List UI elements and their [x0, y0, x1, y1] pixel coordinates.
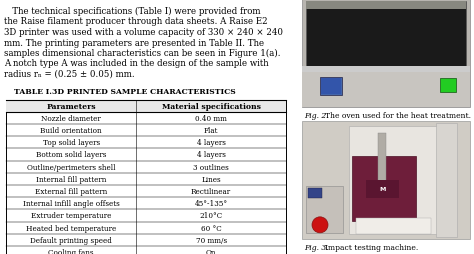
- Text: Outline/perimeters shell: Outline/perimeters shell: [27, 163, 115, 171]
- Text: M: M: [380, 186, 386, 191]
- Text: mm. The printing parameters are presented in Table II. The: mm. The printing parameters are presente…: [4, 38, 264, 47]
- Text: 60 °C: 60 °C: [201, 224, 221, 232]
- Text: Internal fill pattern: Internal fill pattern: [36, 175, 106, 183]
- Bar: [356, 218, 431, 234]
- Text: 210°C: 210°C: [200, 212, 223, 219]
- Text: On: On: [206, 248, 216, 254]
- Text: Bottom solid layers: Bottom solid layers: [36, 151, 106, 159]
- Text: Material specifications: Material specifications: [162, 102, 261, 110]
- Text: radius rₙ = (0.25 ± 0.05) mm.: radius rₙ = (0.25 ± 0.05) mm.: [4, 70, 135, 79]
- Text: Default printing speed: Default printing speed: [30, 236, 112, 244]
- Bar: [378, 133, 386, 192]
- Bar: [306, 186, 343, 233]
- Text: Build orientation: Build orientation: [40, 126, 102, 134]
- Text: Fig. 2.: Fig. 2.: [304, 112, 328, 120]
- Text: TABLE I.: TABLE I.: [14, 88, 52, 96]
- Bar: [349, 126, 441, 234]
- Text: Nozzle diameter: Nozzle diameter: [41, 114, 101, 122]
- Bar: [437, 123, 456, 237]
- Text: Rectilinear: Rectilinear: [191, 187, 231, 195]
- Text: Top solid layers: Top solid layers: [43, 139, 100, 147]
- Text: The technical specifications (Table I) were provided from: The technical specifications (Table I) w…: [4, 7, 261, 16]
- Text: the Raise filament producer through data sheets. A Raise E2: the Raise filament producer through data…: [4, 18, 268, 26]
- Text: Lines: Lines: [201, 175, 221, 183]
- Bar: [302, 121, 470, 239]
- Text: 70 mm/s: 70 mm/s: [196, 236, 227, 244]
- Text: Impact testing machine.: Impact testing machine.: [325, 243, 418, 251]
- Text: 3 outlines: 3 outlines: [193, 163, 229, 171]
- Bar: [366, 180, 400, 198]
- Bar: [440, 78, 456, 92]
- Text: Internal infill angle offsets: Internal infill angle offsets: [23, 199, 119, 207]
- Text: External fill pattern: External fill pattern: [35, 187, 107, 195]
- Text: samples dimensional characteristics can be seen in Figure 1(a).: samples dimensional characteristics can …: [4, 49, 281, 58]
- Text: 3D printer was used with a volume capacity of 330 × 240 × 240: 3D printer was used with a volume capaci…: [4, 28, 283, 37]
- Bar: [6, 100, 286, 254]
- Text: Fig. 3.: Fig. 3.: [304, 243, 328, 251]
- Text: 4 layers: 4 layers: [197, 139, 226, 147]
- Text: Flat: Flat: [204, 126, 219, 134]
- Text: 4 layers: 4 layers: [197, 151, 226, 159]
- Bar: [306, 2, 466, 10]
- Text: Cooling fans: Cooling fans: [48, 248, 94, 254]
- Bar: [320, 77, 342, 96]
- Text: 0.40 mm: 0.40 mm: [195, 114, 227, 122]
- Text: The oven used for the heat treatment.: The oven used for the heat treatment.: [325, 112, 471, 120]
- Bar: [352, 157, 416, 221]
- Bar: [302, 67, 470, 73]
- Text: Parameters: Parameters: [46, 102, 96, 110]
- Bar: [306, 2, 466, 72]
- Bar: [6, 100, 286, 112]
- Bar: [308, 188, 322, 198]
- Text: Extruder temperature: Extruder temperature: [31, 212, 111, 219]
- Text: 3D PRINTED SAMPLE CHARACTERISTICS: 3D PRINTED SAMPLE CHARACTERISTICS: [52, 88, 236, 96]
- Bar: [302, 73, 470, 108]
- Bar: [302, 0, 470, 108]
- Circle shape: [312, 217, 328, 233]
- Bar: [321, 78, 341, 94]
- Text: 45°-135°: 45°-135°: [194, 199, 228, 207]
- Text: A notch type A was included in the design of the sample with: A notch type A was included in the desig…: [4, 59, 269, 68]
- Text: Heated bed temperature: Heated bed temperature: [26, 224, 116, 232]
